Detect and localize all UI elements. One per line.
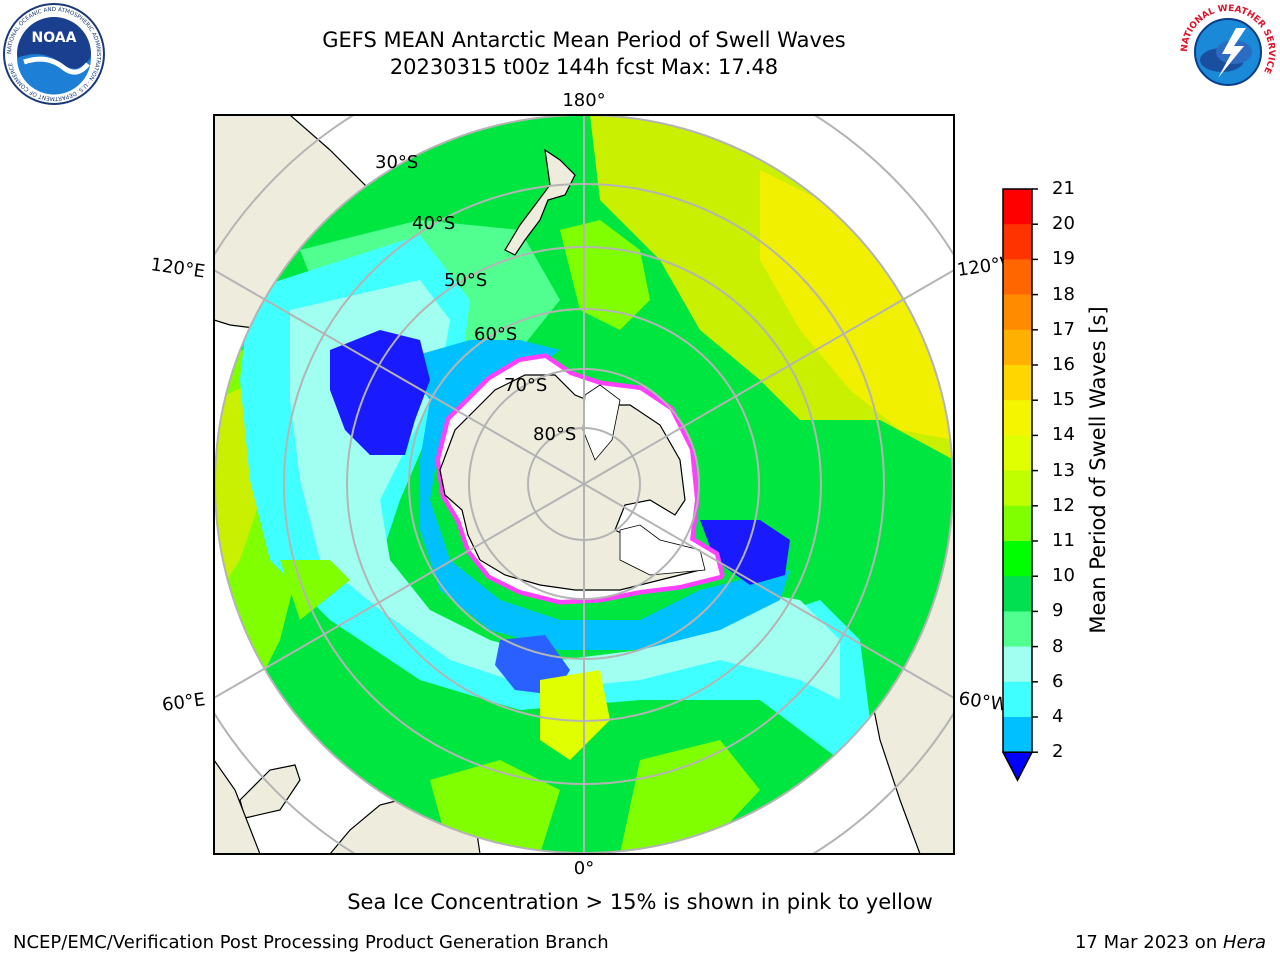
colorbar-tick-label: 17 [1052,318,1075,340]
colorbar-bin [1003,259,1032,296]
colorbar-title: Mean Period of Swell Waves [s] [1086,306,1110,634]
colorbar-bin [1003,646,1032,683]
colorbar-tick-label: 12 [1052,494,1075,516]
colorbar-tick-label: 4 [1052,706,1064,727]
colorbar-bin [1003,681,1032,718]
map-frame [213,114,955,855]
lon-label-lower-left: 60°E [161,689,207,716]
colorbar-tick-label: 10 [1052,565,1075,587]
colorbar-tick-label: 18 [1052,283,1075,305]
colorbar-bin [1003,365,1032,401]
nws-logo: NATIONAL WEATHER SERVICE [1179,3,1277,101]
lon-label-bottom: 0° [574,858,594,879]
colorbar-bin [1003,717,1032,753]
colorbar-tick-label: 21 [1052,178,1075,199]
colorbar-bin [1003,576,1032,612]
colorbar-tick-label: 13 [1052,459,1075,481]
colorbar-bin [1003,294,1032,331]
colorbar-bin [1003,505,1032,542]
colorbar-bin [1003,611,1032,648]
colorbar-tick-label: 16 [1052,354,1075,375]
lat-label-50s: 50°S [444,270,487,291]
lon-label-upper-left: 120°E [149,254,206,282]
lon-label-lower-right: 60°W [957,688,1009,716]
chart-title: GEFS MEAN Antarctic Mean Period of Swell… [322,28,846,52]
new-zealand-land [504,148,576,256]
chart-subtitle: 20230315 t00z 144h fcst Max: 17.48 [389,55,779,79]
lon-label-top: 180° [562,90,605,111]
colorbar-tick-label: 8 [1052,635,1064,657]
colorbar-bin [1003,541,1032,577]
colorbar-tick-label: 20 [1052,213,1075,235]
colorbar-tick-label: 9 [1052,600,1064,622]
noaa-logo-text: NOAA [32,30,77,46]
longitude-lines [214,115,954,854]
footer-host: Hera [1222,932,1266,953]
colorbar-bin [1003,470,1032,507]
lat-label-30s: 30°S [375,152,418,173]
lat-label-60s: 60°S [474,324,517,345]
colorbar-bin [1003,224,1032,260]
colorbar [1001,188,1038,782]
colorbar-bin [1003,189,1032,225]
colorbar-bin [1003,329,1032,366]
footer-credit: NCEP/EMC/Verification Post Processing Pr… [13,932,609,953]
colorbar-tick-label: 11 [1052,530,1075,551]
colorbar-bin [1003,400,1032,436]
lat-label-70s: 70°S [504,375,547,396]
colorbar-tick-label: 6 [1052,670,1064,692]
lat-label-40s: 40°S [412,213,455,234]
colorbar-tick-label: 15 [1052,389,1075,411]
lat-label-80s: 80°S [533,424,576,445]
footer-date: 17 Mar 2023 on Hera [1075,932,1266,953]
colorbar-bin [1003,435,1032,472]
colorbar-tick-label: 14 [1052,424,1075,446]
colorbar-tick-label: 2 [1052,741,1064,763]
indian-coast-land [214,758,261,854]
noaa-logo: NATIONAL OCEANIC AND ATMOSPHERIC ADMINIS… [3,3,105,105]
colorbar-tick-label: 19 [1052,248,1075,270]
colorbar-extend-arrow [1001,751,1034,782]
footer-date-text: 17 Mar 2023 on [1074,932,1223,953]
sea-ice-caption: Sea Ice Concentration > 15% is shown in … [347,890,933,914]
